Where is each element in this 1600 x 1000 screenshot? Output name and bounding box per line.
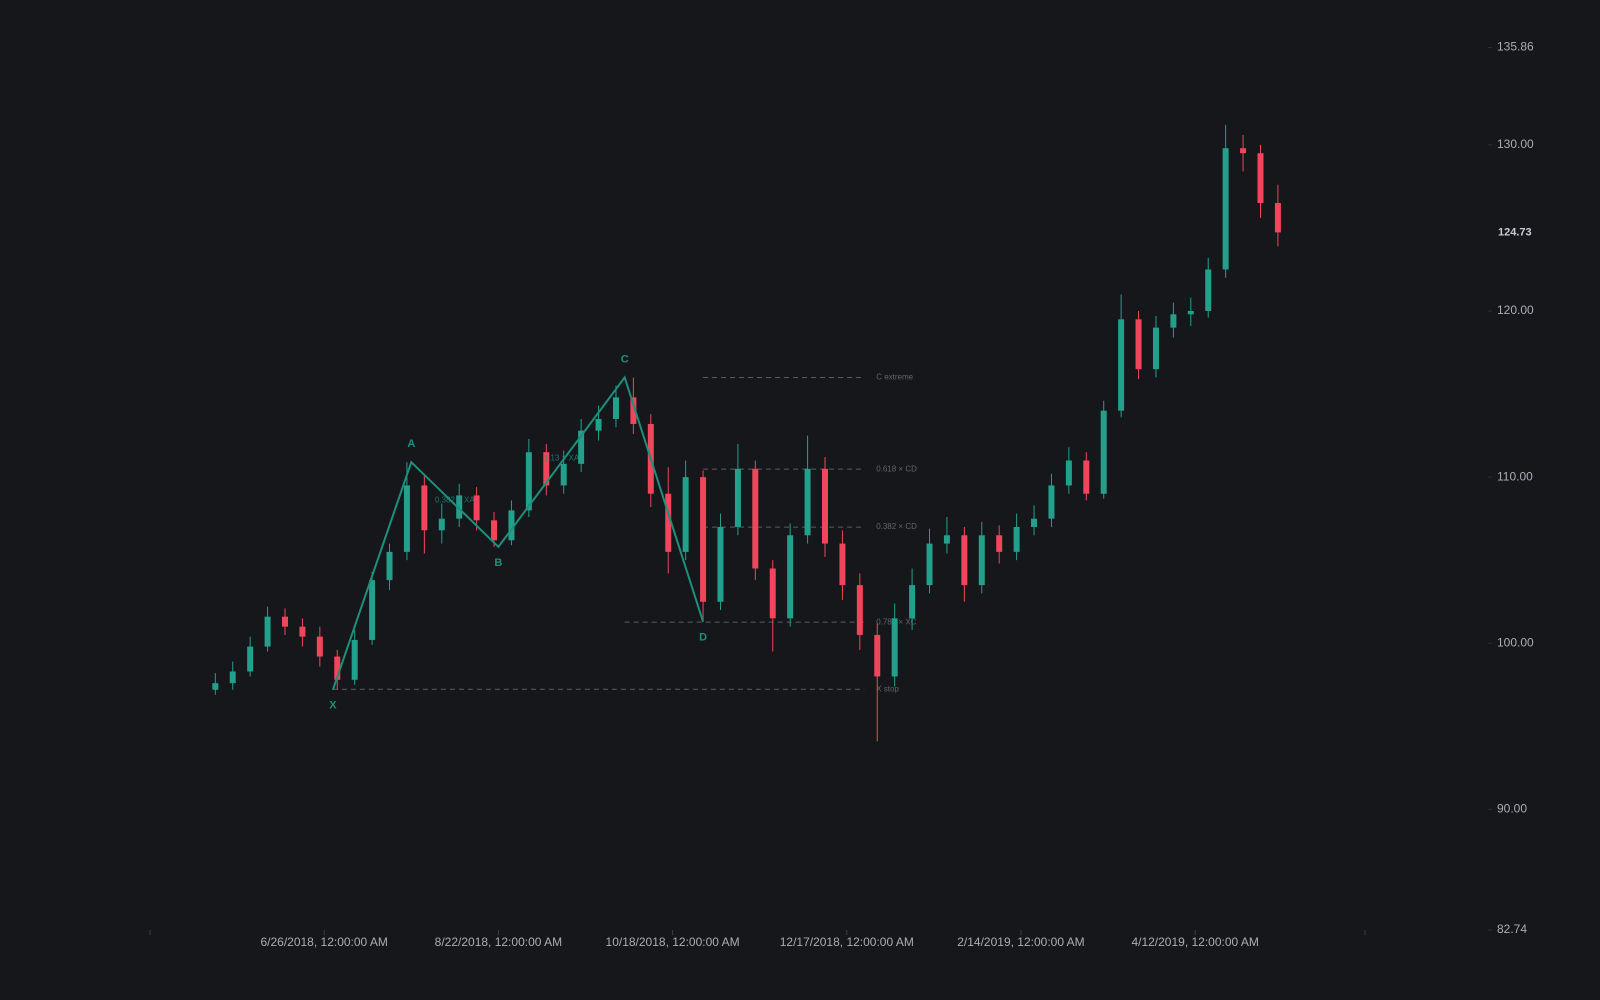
candle-body [595, 418, 602, 431]
candle-body [787, 535, 794, 619]
y-tick-label: 135.86 [1497, 40, 1534, 54]
candle-body [874, 634, 881, 677]
y-tick-label: 90.00 [1497, 802, 1527, 816]
candle-body [612, 397, 619, 419]
pattern-point-label: A [407, 438, 415, 450]
x-tick-label: 2/14/2019, 12:00:00 AM [957, 935, 1084, 949]
candle-body [943, 535, 950, 544]
y-tick-label: 130.00 [1497, 137, 1534, 151]
candle-body [1240, 148, 1247, 154]
candle-body [334, 656, 341, 680]
pattern-point-label: C [621, 353, 629, 365]
candle-body [769, 568, 776, 619]
candle-body [856, 585, 863, 635]
y-tick-label: 110.00 [1497, 469, 1533, 483]
candle-body [1083, 460, 1090, 494]
candle-body [525, 452, 532, 511]
candle-body [1013, 526, 1020, 552]
x-tick-label: 6/26/2018, 12:00:00 AM [260, 935, 387, 949]
candle-body [1135, 319, 1142, 370]
candle-body [1031, 518, 1038, 527]
pattern-ratio-label: 0.382 × XA [435, 496, 475, 505]
candle-body [316, 636, 323, 657]
candle-body [1170, 314, 1177, 328]
candle-body [403, 485, 410, 552]
pattern-point-label: B [494, 557, 502, 569]
candle-body [543, 452, 550, 486]
candle-body [1222, 148, 1229, 270]
candle-body [630, 397, 637, 424]
level-label: 0.618 × CD [876, 464, 917, 473]
candle-body [700, 477, 707, 602]
candle-body [247, 646, 254, 672]
candle-body [665, 493, 672, 552]
x-tick-label: 4/12/2019, 12:00:00 AM [1131, 935, 1258, 949]
candle-body [1274, 203, 1281, 233]
candle-body [560, 463, 567, 486]
y-tick-label: 120.00 [1497, 303, 1534, 317]
candle-body [804, 468, 811, 536]
candle-body [1118, 319, 1125, 411]
pattern-point-label: X [329, 700, 337, 712]
x-tick-label: 12/17/2018, 12:00:00 AM [780, 935, 914, 949]
x-tick-label: 8/22/2018, 12:00:00 AM [435, 935, 562, 949]
candle-body [386, 551, 393, 581]
candle-body [473, 495, 480, 521]
candle-body [891, 618, 898, 677]
candle-body [1048, 485, 1055, 519]
candle-body [578, 430, 585, 464]
candle-body [351, 639, 358, 680]
pattern-point-label: D [699, 632, 707, 644]
candle-body [752, 468, 759, 569]
pattern-ratio-label: 1.13 × XA [544, 453, 580, 462]
candle-body [717, 526, 724, 602]
candle-body [926, 543, 933, 586]
candle-body [1065, 460, 1072, 486]
candle-body [1152, 327, 1159, 370]
candle-body [1100, 410, 1107, 494]
candle-body [508, 510, 515, 541]
candle-body [996, 535, 1003, 552]
candle-body [264, 616, 271, 647]
level-label: X stop [876, 684, 899, 693]
candle-body [491, 520, 498, 541]
y-tick-label: 100.00 [1497, 635, 1534, 649]
candle-body [229, 671, 236, 684]
x-tick-label: 10/18/2018, 12:00:00 AM [606, 935, 740, 949]
level-label: C extreme [876, 373, 913, 382]
candle-body [369, 580, 376, 640]
candle-body [1187, 310, 1194, 315]
candle-body [299, 626, 306, 637]
candle-body [839, 543, 846, 586]
y-tick-label: 82.74 [1497, 922, 1527, 936]
candle-body [282, 616, 288, 627]
candle-body [909, 585, 916, 619]
level-label: 0.382 × CD [876, 522, 917, 531]
pattern-line [331, 375, 705, 691]
candle-body [438, 518, 445, 531]
candle-body [961, 535, 968, 586]
candle-body [978, 535, 985, 586]
candle-body [421, 485, 428, 531]
candle-body [1257, 153, 1264, 204]
candle-body [734, 468, 741, 527]
candle-body [456, 495, 463, 519]
candle-body [1205, 269, 1212, 311]
candle-body [212, 683, 219, 690]
last-price-label: 124.73 [1498, 226, 1532, 238]
candle-body [682, 477, 689, 552]
candle-body [822, 468, 828, 544]
